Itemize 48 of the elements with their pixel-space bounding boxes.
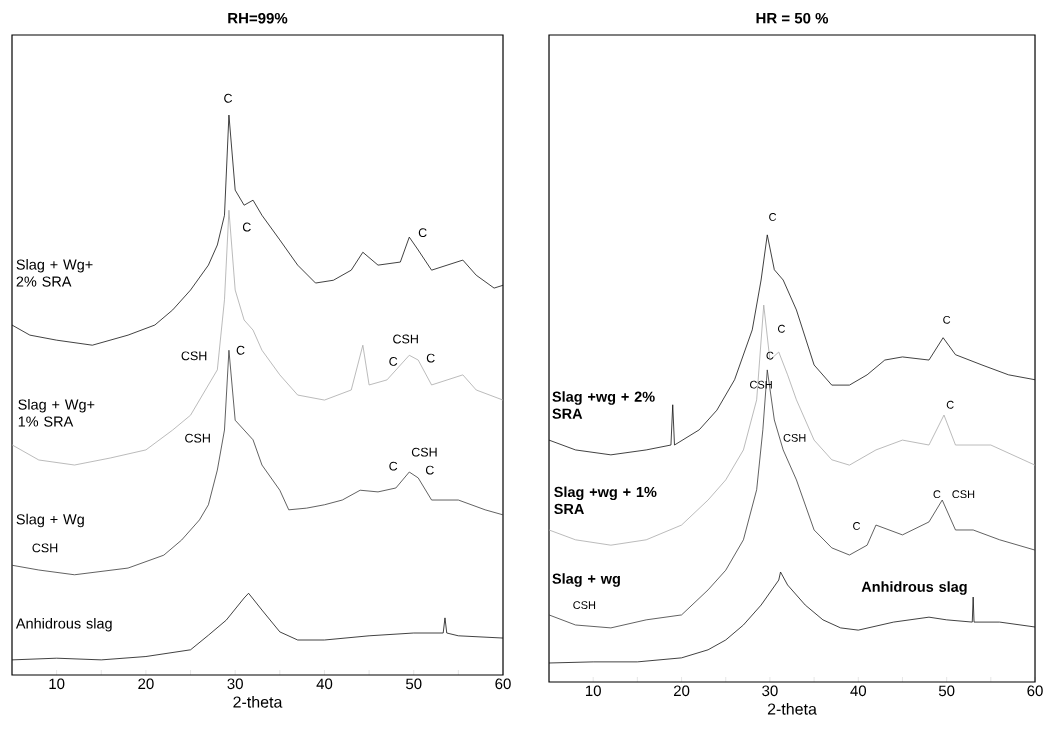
annotation: C (425, 465, 434, 475)
x-axis-title: 2-theta (233, 695, 283, 708)
text: Slag + Wg (16, 513, 84, 528)
x-tick-label: 20 (673, 685, 690, 697)
x-tick-label: 10 (49, 678, 65, 690)
text: C (224, 93, 233, 103)
annotation: CSH (573, 601, 596, 609)
x-tick-label: 50 (405, 678, 422, 690)
series-label: Anhidrous slag (861, 581, 967, 595)
chart-title: RH=99% (228, 12, 288, 24)
series-label: Slag + Wg+ 1% SRA (18, 399, 95, 427)
annotation: C (943, 315, 951, 324)
text: C (769, 213, 777, 221)
series-label: Slag + wg (552, 573, 620, 587)
annotation: C (389, 357, 398, 366)
text: Slag + Wg+ 2% SRA (16, 259, 93, 287)
x-tick-label: 40 (850, 685, 867, 697)
annotation: C (933, 490, 941, 499)
annotation: CSH (393, 334, 418, 344)
annotation: C (426, 353, 435, 363)
x-tick-label: 30 (227, 678, 243, 690)
annotation: CSH (181, 351, 207, 361)
series-label: Slag +wg + 1% SRA (554, 486, 657, 515)
annotation: C (946, 400, 954, 409)
series-label: Slag +wg + 2% SRA (552, 391, 655, 419)
annotation: C (853, 522, 861, 530)
x-tick-label: 40 (316, 678, 333, 690)
annotation: C (236, 345, 245, 355)
chart-title: HR = 50 % (756, 12, 829, 24)
x-tick-label: 30 (762, 685, 778, 697)
annotation: CSH (783, 433, 806, 442)
annotation: CSH (32, 543, 58, 553)
annotation: CSH (750, 380, 772, 389)
x-tick-label: 60 (1027, 685, 1043, 697)
annotation: CSH (411, 447, 437, 457)
annotation: C (389, 461, 398, 471)
x-axis-title: 2-theta (767, 702, 817, 715)
x-tick-label: 50 (938, 685, 955, 697)
annotation: C (766, 351, 774, 360)
x-tick-label: 10 (585, 685, 601, 697)
annotation: C (418, 228, 427, 238)
x-tick-label: 60 (495, 678, 511, 690)
annotation: C (778, 324, 785, 333)
annotation: CSH (952, 490, 975, 499)
annotation: CSH (185, 433, 210, 443)
x-tick-label: 20 (138, 678, 154, 690)
series-label: Anhidrous slag (15, 617, 112, 632)
annotation: C (242, 222, 251, 232)
